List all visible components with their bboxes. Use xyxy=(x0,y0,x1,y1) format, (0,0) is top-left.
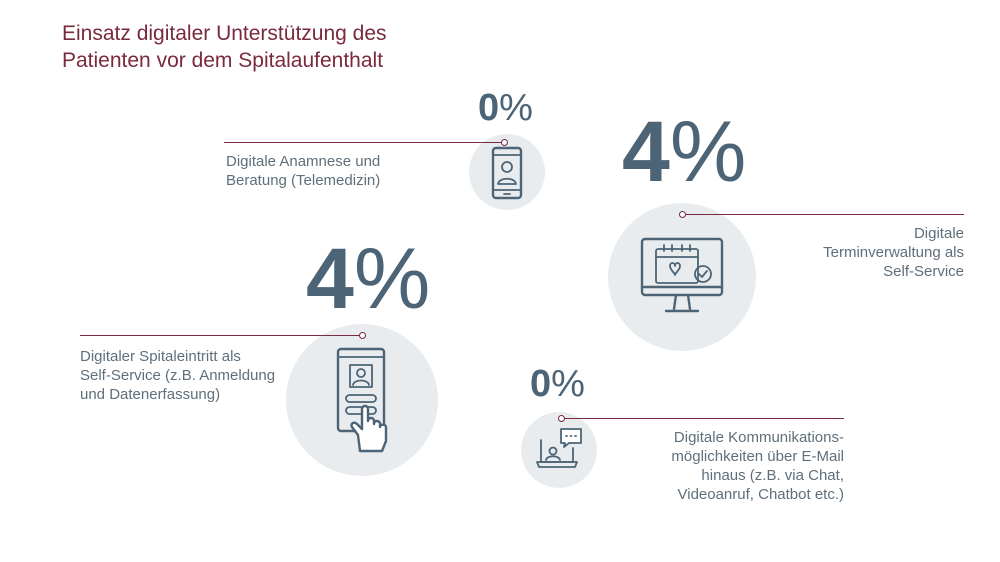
item-4-label: Digitale Kommunikations- möglichkeiten ü… xyxy=(614,428,844,504)
item-3-percentage: 4% xyxy=(306,231,430,327)
item-2-label-line-3: Self-Service xyxy=(883,263,964,280)
item-2-connector-line xyxy=(682,214,964,215)
item-1-connector-dot xyxy=(501,139,508,146)
item-4-circle xyxy=(521,412,597,488)
chart-title-line-2: Patienten vor dem Spitalaufenthalt xyxy=(62,49,384,72)
item-3-unit: % xyxy=(353,231,431,327)
item-1-label-line-1: Digitale Anamnese und xyxy=(226,153,381,170)
item-2-connector-dot xyxy=(679,211,686,218)
item-3-label: Digitaler Spitaleintritt als Self-Servic… xyxy=(80,347,275,404)
chart-title: Einsatz digitaler Unterstützung des Pati… xyxy=(62,20,482,74)
item-4-connector-line xyxy=(562,418,844,419)
monitor-calendar-icon xyxy=(640,237,724,313)
item-4-connector-dot xyxy=(558,415,565,422)
item-1-unit: % xyxy=(499,87,533,129)
item-4-label-line-3: hinaus (z.B. via Chat, xyxy=(701,467,844,484)
item-4-unit: % xyxy=(551,363,585,405)
item-2-label-line-1: Digitale xyxy=(913,225,964,242)
item-4-label-line-1: Digitale Kommunikations- xyxy=(673,429,844,446)
smartphone-video-icon xyxy=(491,146,523,200)
item-4-label-line-2: möglichkeiten über E-Mail xyxy=(671,448,844,465)
item-1-percentage: 0% xyxy=(478,86,533,130)
item-3-label-line-3: und Datenerfassung) xyxy=(80,386,221,403)
item-1-label: Digitale Anamnese und Beratung (Telemedi… xyxy=(226,152,380,190)
laptop-chat-icon xyxy=(536,428,582,468)
item-3-connector-line xyxy=(80,335,362,336)
tablet-touch-icon xyxy=(336,347,388,453)
item-2-percentage: 4% xyxy=(622,104,746,200)
item-2-label: Digitale Terminverwaltung als Self-Servi… xyxy=(764,224,964,281)
chart-title-line-1: Einsatz digitaler Unterstützung des xyxy=(62,22,387,45)
item-3-label-line-2: Self-Service (z.B. Anmeldung xyxy=(80,367,276,384)
item-1-connector-line xyxy=(224,142,504,143)
item-3-label-line-1: Digitaler Spitaleintritt als xyxy=(80,348,241,365)
item-2-unit: % xyxy=(669,104,747,200)
item-1-value: 0 xyxy=(478,87,500,129)
item-1-label-line-2: Beratung (Telemedizin) xyxy=(226,172,381,189)
item-3-connector-dot xyxy=(359,332,366,339)
item-2-label-line-2: Terminverwaltung als xyxy=(823,244,964,261)
item-2-circle xyxy=(608,203,756,351)
item-3-value: 4 xyxy=(306,231,354,327)
item-2-value: 4 xyxy=(622,104,670,200)
item-4-percentage: 0% xyxy=(530,362,585,406)
item-4-value: 0 xyxy=(530,363,552,405)
item-4-label-line-4: Videoanruf, Chatbot etc.) xyxy=(677,486,845,503)
